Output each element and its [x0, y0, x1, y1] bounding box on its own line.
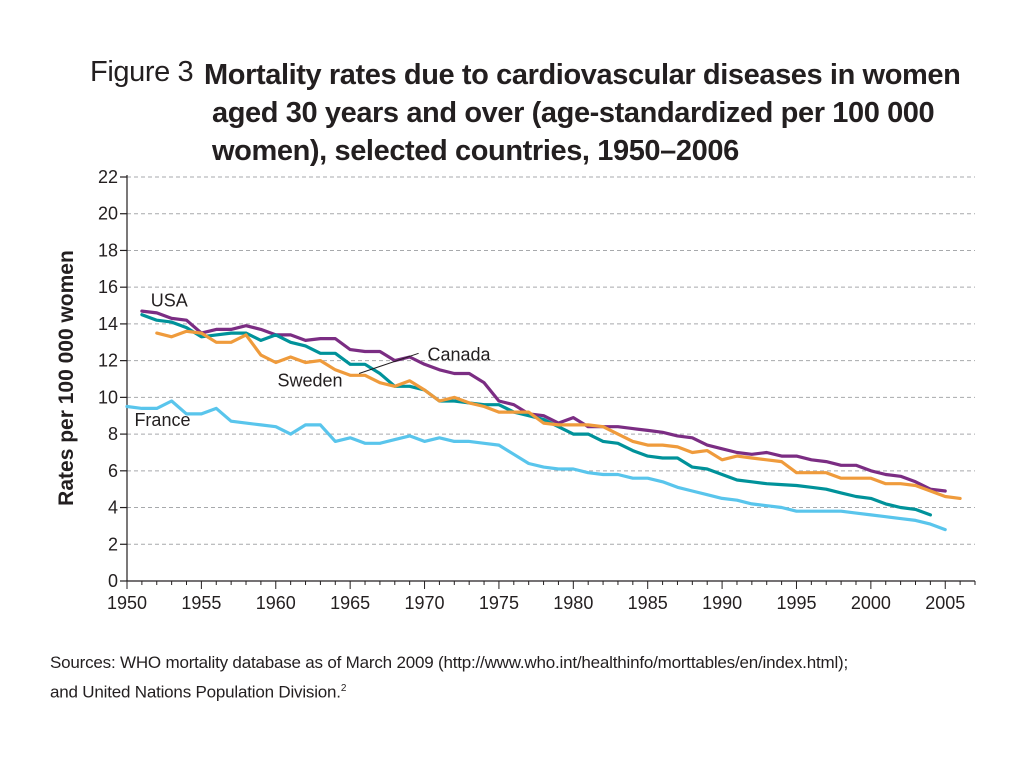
series-line-usa — [140, 309, 947, 493]
source-note: Sources: WHO mortality database as of Ma… — [50, 650, 848, 706]
x-tick-label: 1955 — [181, 593, 221, 613]
series-label-canada: Canada — [428, 345, 492, 365]
x-tick-label: 1980 — [553, 593, 593, 613]
series-labels: USA Sweden Canada France — [134, 290, 491, 429]
source-text-2: and United Nations Population Division. — [50, 682, 341, 702]
source-footnote-ref: 2 — [340, 683, 347, 694]
x-tick-label: 2005 — [925, 593, 965, 613]
series-line-france — [125, 399, 947, 532]
y-axis-title: Rates per 100 000 women — [55, 250, 78, 506]
series-label-france: France — [134, 410, 190, 430]
chart-title: Mortality rates due to cardiovascular di… — [204, 59, 961, 167]
x-tick-label: 2000 — [851, 593, 891, 613]
x-tick-label: 1950 — [107, 593, 147, 613]
x-tick-label: 1970 — [405, 593, 445, 613]
series-label-sweden: Sweden — [277, 370, 342, 390]
y-tick-label: 16 — [98, 277, 118, 297]
y-tick-label: 18 — [98, 240, 118, 260]
y-tick-label: 4 — [108, 498, 118, 518]
gridlines — [127, 176, 975, 545]
y-tick-label: 8 — [108, 424, 118, 444]
y-tick-label: 6 — [108, 461, 118, 481]
source-text: Sources: WHO mortality database as of Ma… — [50, 653, 849, 672]
series-lines — [125, 309, 962, 532]
y-tick-label: 20 — [98, 204, 118, 224]
figure-label: Figure 3 — [90, 56, 194, 88]
x-tick-label: 1985 — [628, 593, 668, 613]
series-label-usa: USA — [151, 290, 188, 310]
y-tick-label: 10 — [98, 387, 118, 407]
x-tick-label: 1990 — [702, 593, 742, 613]
y-tick-label: 14 — [98, 314, 118, 334]
x-tick-label: 1995 — [776, 593, 816, 613]
canada-leader-line — [358, 352, 419, 374]
y-tick-label: 2 — [108, 534, 118, 554]
y-tick-label: 0 — [108, 571, 118, 591]
line-chart: 0 2 4 6 8 10 12 14 16 18 20 22 1950 1955 1960 1965 1970 1… — [55, 167, 976, 613]
y-tick-label: 12 — [98, 351, 118, 371]
series-line-canada — [155, 329, 962, 500]
x-tick-label: 1960 — [256, 593, 296, 613]
y-tick-label: 22 — [98, 167, 118, 187]
x-tick-label: 1975 — [479, 593, 519, 613]
axes: 0 2 4 6 8 10 12 14 16 18 20 22 1950 1955 1960 1965 1970 1… — [98, 167, 976, 613]
x-tick-label: 1965 — [330, 593, 370, 613]
